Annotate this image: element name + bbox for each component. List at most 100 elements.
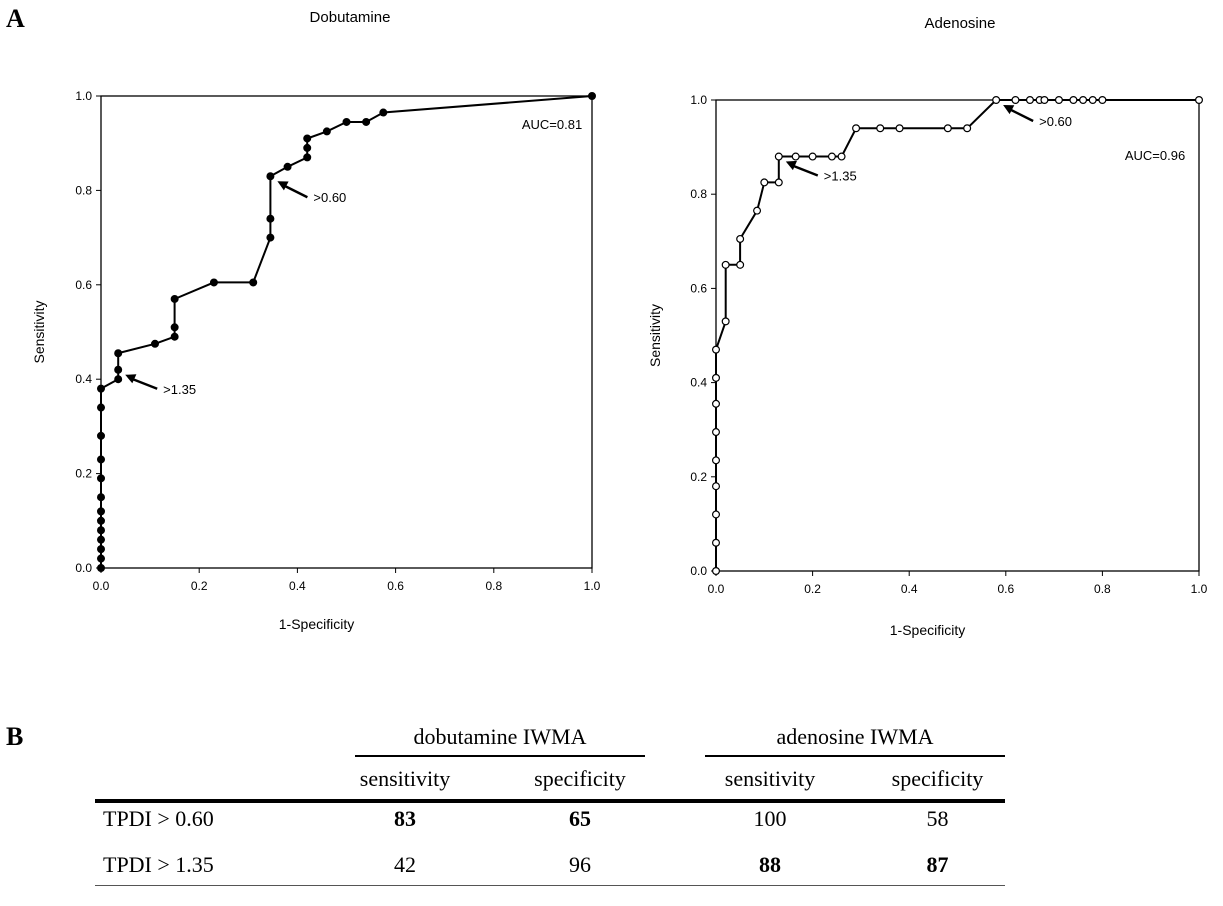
x-tick-label: 0.4	[901, 582, 918, 596]
data-point	[943, 124, 952, 133]
data-point	[736, 260, 745, 269]
data-point	[379, 108, 388, 117]
plot-frame	[100, 95, 593, 569]
data-point	[1098, 95, 1107, 104]
table-cell: 96	[569, 852, 591, 877]
y-tick-label: 0.2	[690, 470, 707, 484]
x-tick-label: 1.0	[584, 579, 601, 593]
data-point	[721, 317, 730, 326]
y-tick-label: 1.0	[75, 89, 92, 103]
chart-dobutamine: Dobutamine 0.0 0.2 0.4 0.6 0.8 1.0 0.0 0.2 0.4 0.6…	[31, 9, 601, 632]
roc-curve	[100, 95, 593, 568]
roc-curve	[715, 99, 1199, 571]
data-point	[1079, 95, 1088, 104]
data-point	[711, 538, 720, 547]
y-tick-label: 0.4	[690, 376, 707, 390]
data-point	[1040, 95, 1049, 104]
data-point	[96, 431, 105, 440]
data-point	[1069, 95, 1078, 104]
data-point	[808, 152, 817, 161]
subheader-ade-sensitivity: sensitivity	[724, 766, 816, 791]
arrow-head	[277, 181, 289, 191]
y-axis-label: Sensitivity	[647, 304, 663, 367]
chart-title: Adenosine	[925, 15, 996, 32]
x-tick-label: 0.0	[93, 579, 110, 593]
panel-a-label: A	[6, 4, 25, 33]
data-point	[791, 152, 800, 161]
data-point	[114, 349, 123, 358]
data-point	[1054, 95, 1063, 104]
data-point	[96, 455, 105, 464]
chart-adenosine: Adenosine 0.0 0.2 0.4 0.6 0.8 1.0 0.0 0.2 0.4 0.6 0…	[647, 15, 1208, 638]
arrow-head	[1003, 105, 1015, 115]
data-point	[96, 545, 105, 554]
x-axis-label: 1-Specificity	[890, 622, 965, 638]
y-tick-label: 0.8	[75, 183, 92, 197]
data-point	[587, 91, 596, 100]
table-cell: 100	[753, 806, 787, 831]
bottom-rule	[95, 885, 1005, 886]
table-cell: 58	[926, 806, 949, 831]
data-point	[1011, 95, 1020, 104]
subheader-dob-sensitivity: sensitivity	[359, 766, 451, 791]
table-cell: 83	[394, 806, 416, 831]
y-axis-label: Sensitivity	[31, 300, 47, 363]
data-point	[96, 554, 105, 563]
arrow-label: >0.60	[1039, 114, 1072, 129]
x-tick-label: 1.0	[1191, 582, 1208, 596]
plot-frame	[715, 99, 1200, 572]
table-cell: 88	[759, 852, 781, 877]
results-table: dobutamine IWMA adenosine IWMA sensitivi…	[95, 722, 1005, 902]
data-point	[114, 375, 123, 384]
data-point	[711, 345, 720, 354]
data-point	[711, 510, 720, 519]
data-point	[170, 294, 179, 303]
data-point	[303, 134, 312, 143]
data-point	[837, 152, 846, 161]
data-point	[303, 153, 312, 162]
data-point	[1194, 95, 1203, 104]
data-point	[711, 566, 720, 575]
data-point	[711, 482, 720, 491]
y-tick-label: 0.6	[690, 281, 707, 295]
data-point	[114, 365, 123, 374]
data-point	[760, 178, 769, 187]
arrow-head	[125, 374, 137, 384]
x-tick-label: 0.8	[1094, 582, 1111, 596]
x-tick-label: 0.4	[289, 579, 306, 593]
y-tick-label: 0.2	[75, 467, 92, 481]
subheader-dob-specificity: specificity	[534, 766, 626, 791]
data-point	[96, 384, 105, 393]
data-point	[96, 526, 105, 535]
x-tick-label: 0.0	[708, 582, 725, 596]
data-point	[342, 117, 351, 126]
header-rule	[95, 799, 1005, 803]
x-tick-label: 0.6	[387, 579, 404, 593]
arrow-label: >1.35	[163, 382, 196, 397]
arrow-label: >1.35	[824, 169, 857, 184]
roc-plots: Dobutamine 0.0 0.2 0.4 0.6 0.8 1.0 0.0 0.2 0.4 0.6…	[31, 9, 1208, 638]
arrow-head	[785, 160, 797, 171]
group-header-dobutamine: dobutamine IWMA	[413, 724, 587, 749]
x-axis-label: 1-Specificity	[279, 616, 354, 632]
y-tick-label: 0.6	[75, 278, 92, 292]
row-label: TPDI > 1.35	[103, 852, 214, 877]
group-underline-adenosine	[705, 755, 1005, 757]
group-underline-dobutamine	[355, 755, 645, 757]
data-point	[151, 339, 160, 348]
data-point	[895, 124, 904, 133]
table-cell: 87	[926, 852, 949, 877]
chart-title: Dobutamine	[310, 9, 391, 26]
data-point	[774, 178, 783, 187]
data-point	[283, 162, 292, 171]
data-point	[96, 563, 105, 572]
panel-b-label: B	[6, 722, 24, 751]
data-point	[1088, 95, 1097, 104]
auc-annotation: AUC=0.81	[522, 117, 582, 132]
data-point	[209, 278, 218, 287]
data-point	[736, 234, 745, 243]
data-point	[721, 260, 730, 269]
data-point	[96, 507, 105, 516]
data-point	[711, 399, 720, 408]
data-point	[96, 403, 105, 412]
